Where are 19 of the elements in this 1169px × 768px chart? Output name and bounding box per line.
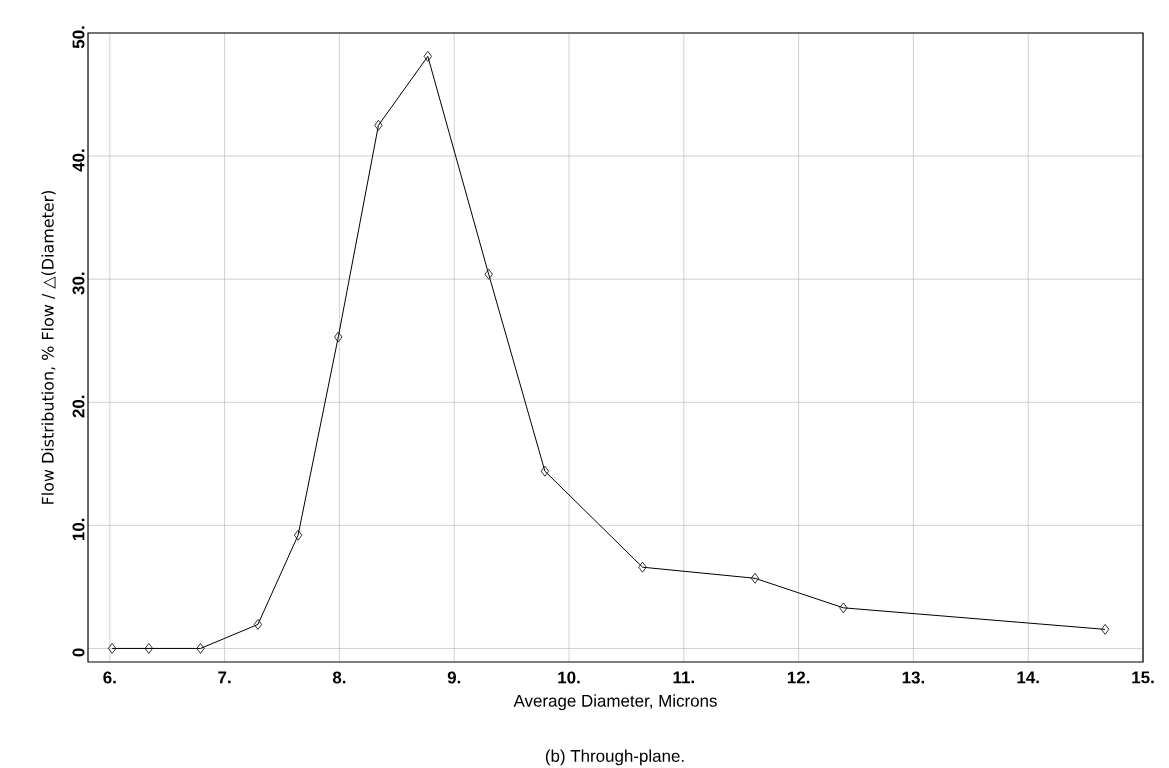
x-axis-title: Average Diameter, Microns [513,694,717,711]
x-tick-label: 8. [332,671,346,684]
x-tick-label: 9. [447,671,461,684]
y-tick-label: 10. [72,518,85,541]
y-tick-label: 50. [72,26,85,49]
x-tick-label: 6. [103,671,116,684]
y-tick-label: 0 [72,648,85,657]
x-tick-label: 13. [902,671,925,684]
y-tick-label: 20. [72,395,85,418]
y-axis-title: Flow Distribution, % Flow / △(Diameter) [41,190,56,504]
x-tick-label: 12. [787,671,810,684]
x-tick-label: 10. [558,671,580,684]
x-tick-label: 14. [1017,671,1039,684]
y-tick-label: 30. [72,272,85,295]
x-tick-label: 15. [1132,671,1154,684]
text: (b) Through-plane. [545,749,684,766]
x-tick-label: 7. [218,671,231,684]
y-tick-label: 40. [72,149,85,172]
x-tick-label: 11. [673,671,694,684]
